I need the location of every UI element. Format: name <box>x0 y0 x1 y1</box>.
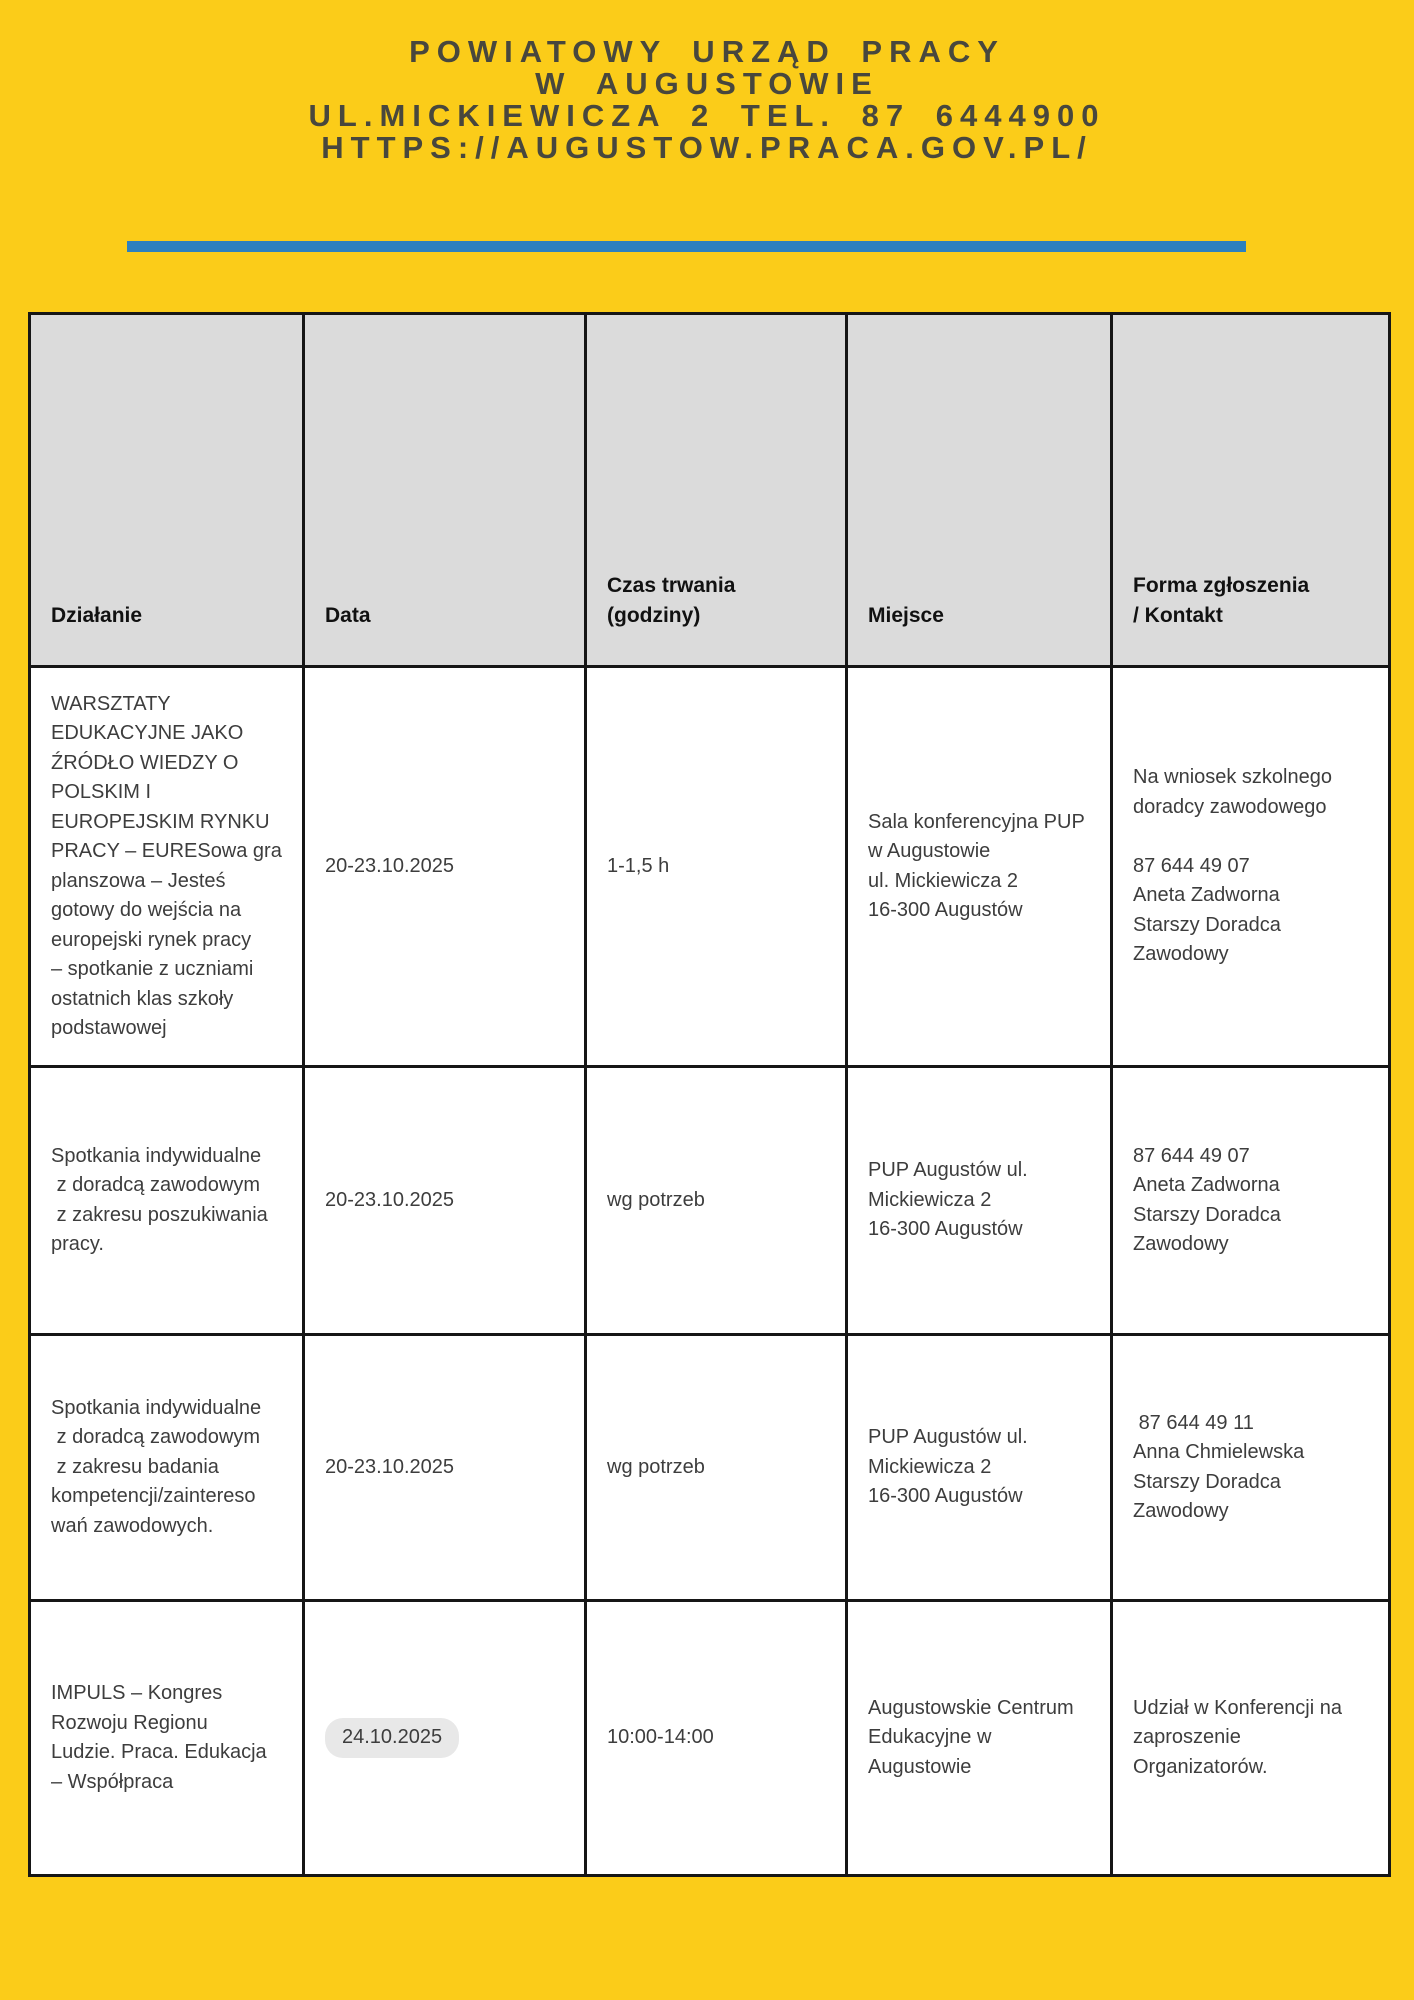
cell-duration: wg potrzeb <box>584 1333 848 1602</box>
date-value: 20-23.10.2025 <box>325 854 455 877</box>
schedule-table: Działanie Data Czas trwania (godziny) Mi… <box>28 312 1391 1877</box>
cell-place: PUP Augustów ul. Mickiewicza 2 16-300 Au… <box>845 1333 1113 1602</box>
cell-contact: 87 644 49 07 Aneta Zadworna Starszy Dora… <box>1110 1065 1391 1336</box>
table-row: Spotkania indywidualne z doradcą zawodow… <box>28 1333 1391 1602</box>
cell-contact: Udział w Konferencji na zaproszenie Orga… <box>1110 1599 1391 1877</box>
date-highlight-pill: 24.10.2025 <box>325 1718 460 1758</box>
cell-date: 20-23.10.2025 <box>302 1065 587 1336</box>
header-org-name-line1: POWIATOWY URZĄD PRACY <box>409 34 1005 69</box>
table-row: WARSZTATY EDUKACYJNE JAKO ŹRÓDŁO WIEDZY … <box>28 665 1391 1068</box>
table-row: Spotkania indywidualne z doradcą zawodow… <box>28 1065 1391 1336</box>
header-address-phone: UL.MICKIEWICZA 2 TEL. 87 6444900 <box>308 98 1106 133</box>
cell-place: Augustowskie Centrum Edukacyjne w August… <box>845 1599 1113 1877</box>
date-value: 20-23.10.2025 <box>325 1188 455 1211</box>
header-website-url: HTTPS://AUGUSTOW.PRACA.GOV.PL/ <box>321 130 1093 165</box>
column-header-date: Data <box>302 312 587 668</box>
cell-duration: 1-1,5 h <box>584 665 848 1068</box>
divider-bar <box>127 241 1246 252</box>
cell-activity: Spotkania indywidualne z doradcą zawodow… <box>28 1333 305 1602</box>
column-header-activity: Działanie <box>28 312 305 668</box>
date-value: 20-23.10.2025 <box>325 1455 455 1478</box>
cell-duration: wg potrzeb <box>584 1065 848 1336</box>
cell-duration: 10:00-14:00 <box>584 1599 848 1877</box>
cell-activity: WARSZTATY EDUKACYJNE JAKO ŹRÓDŁO WIEDZY … <box>28 665 305 1068</box>
cell-contact: Na wniosek szkolnego doradcy zawodowego … <box>1110 665 1391 1068</box>
cell-place: PUP Augustów ul. Mickiewicza 2 16-300 Au… <box>845 1065 1113 1336</box>
cell-date: 24.10.2025 <box>302 1599 587 1877</box>
cell-contact: 87 644 49 11 Anna Chmielewska Starszy Do… <box>1110 1333 1391 1602</box>
cell-date: 20-23.10.2025 <box>302 665 587 1068</box>
column-header-contact: Forma zgłoszenia / Kontakt <box>1110 312 1391 668</box>
header-org-name-line2: W AUGUSTOWIE <box>535 66 879 101</box>
column-header-place: Miejsce <box>845 312 1113 668</box>
cell-activity: Spotkania indywidualne z doradcą zawodow… <box>28 1065 305 1336</box>
cell-date: 20-23.10.2025 <box>302 1333 587 1602</box>
column-header-duration: Czas trwania (godziny) <box>584 312 848 668</box>
cell-place: Sala konferencyjna PUP w Augustowie ul. … <box>845 665 1113 1068</box>
table-header-row: Działanie Data Czas trwania (godziny) Mi… <box>28 312 1391 668</box>
cell-activity: IMPULS – Kongres Rozwoju Regionu Ludzie.… <box>28 1599 305 1877</box>
page-header: POWIATOWY URZĄD PRACY W AUGUSTOWIE UL.MI… <box>0 0 1414 164</box>
table-row: IMPULS – Kongres Rozwoju Regionu Ludzie.… <box>28 1599 1391 1877</box>
